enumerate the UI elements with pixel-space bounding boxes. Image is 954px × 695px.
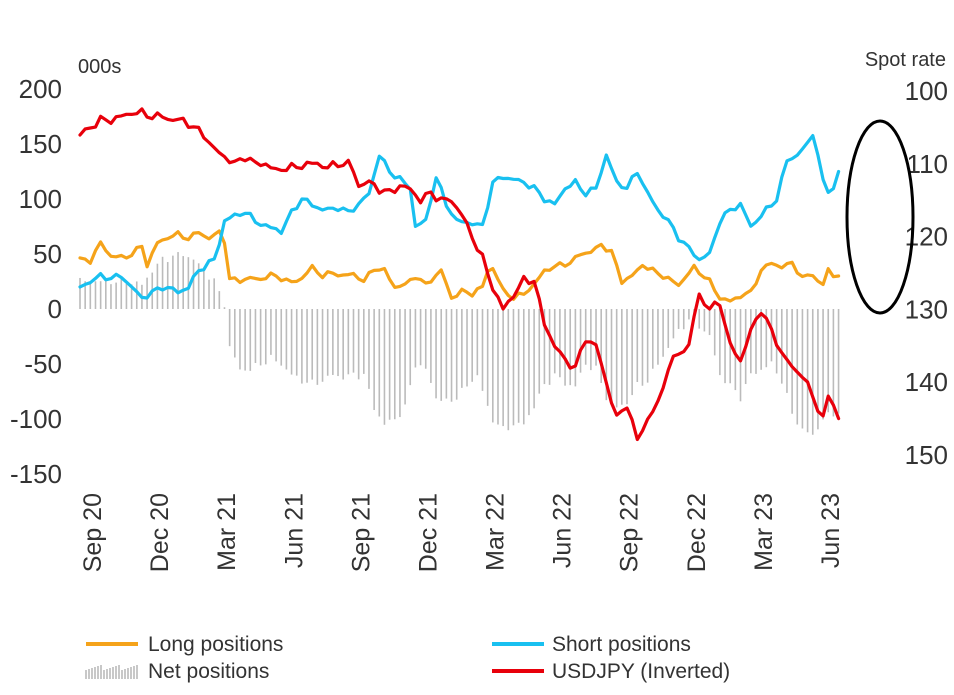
right-tick-label: 140	[905, 367, 948, 397]
highlight-ellipse	[845, 119, 915, 315]
legend: Long positions Net positions Short posit…	[85, 633, 730, 683]
x-tick-label: Sep 21	[347, 493, 375, 572]
x-tick-label: Jun 21	[280, 493, 308, 568]
net-positions-bars	[79, 252, 840, 435]
right-tick-label: 100	[905, 76, 948, 106]
series-line-usdjpy-inverted	[78, 107, 841, 442]
x-tick-label: Mar 21	[213, 493, 241, 571]
chart-lines	[78, 107, 841, 442]
legend-label-net: Net positions	[148, 660, 269, 683]
left-tick-label: -50	[24, 349, 62, 379]
right-tick-label: 130	[905, 294, 948, 324]
x-tick-label: Jun 23	[817, 493, 845, 568]
x-tick-label: Dec 21	[414, 493, 442, 572]
right-tick-label: 110	[907, 149, 948, 179]
right-tick-label: 150	[905, 440, 948, 470]
legend-swatch-net	[85, 665, 138, 679]
left-tick-label: 150	[19, 129, 62, 159]
x-tick-label: Sep 20	[79, 493, 107, 572]
legend-label-short: Short positions	[552, 633, 691, 656]
x-tick-label: Mar 22	[482, 493, 510, 571]
series-line-long-positions	[78, 229, 841, 303]
x-tick-label: Jun 22	[549, 493, 577, 568]
x-tick-label: Dec 20	[146, 493, 174, 572]
series-line-short-positions	[78, 134, 841, 300]
x-tick-label: Sep 22	[616, 493, 644, 572]
left-axis-label: 000s	[78, 56, 121, 78]
legend-label-long: Long positions	[148, 633, 283, 656]
left-tick-label: -150	[10, 459, 62, 489]
left-tick-label: 50	[33, 239, 62, 269]
right-axis-label: Spot rate	[865, 49, 946, 71]
left-tick-label: -100	[10, 404, 62, 434]
left-tick-label: 100	[19, 184, 62, 214]
x-tick-label: Mar 23	[750, 493, 778, 571]
legend-label-usdjpy: USDJPY (Inverted)	[552, 660, 730, 683]
x-axis-ticks: Sep 20 Dec 20 Mar 21 Jun 21 Sep 21 Dec 21 Mar …	[79, 493, 845, 572]
x-tick-label: Dec 22	[683, 493, 711, 572]
left-tick-label: 200	[19, 74, 62, 104]
left-axis-ticks: 200 150 100 50 0 -50 -100 -150	[10, 74, 62, 489]
left-tick-label: 0	[48, 294, 62, 324]
